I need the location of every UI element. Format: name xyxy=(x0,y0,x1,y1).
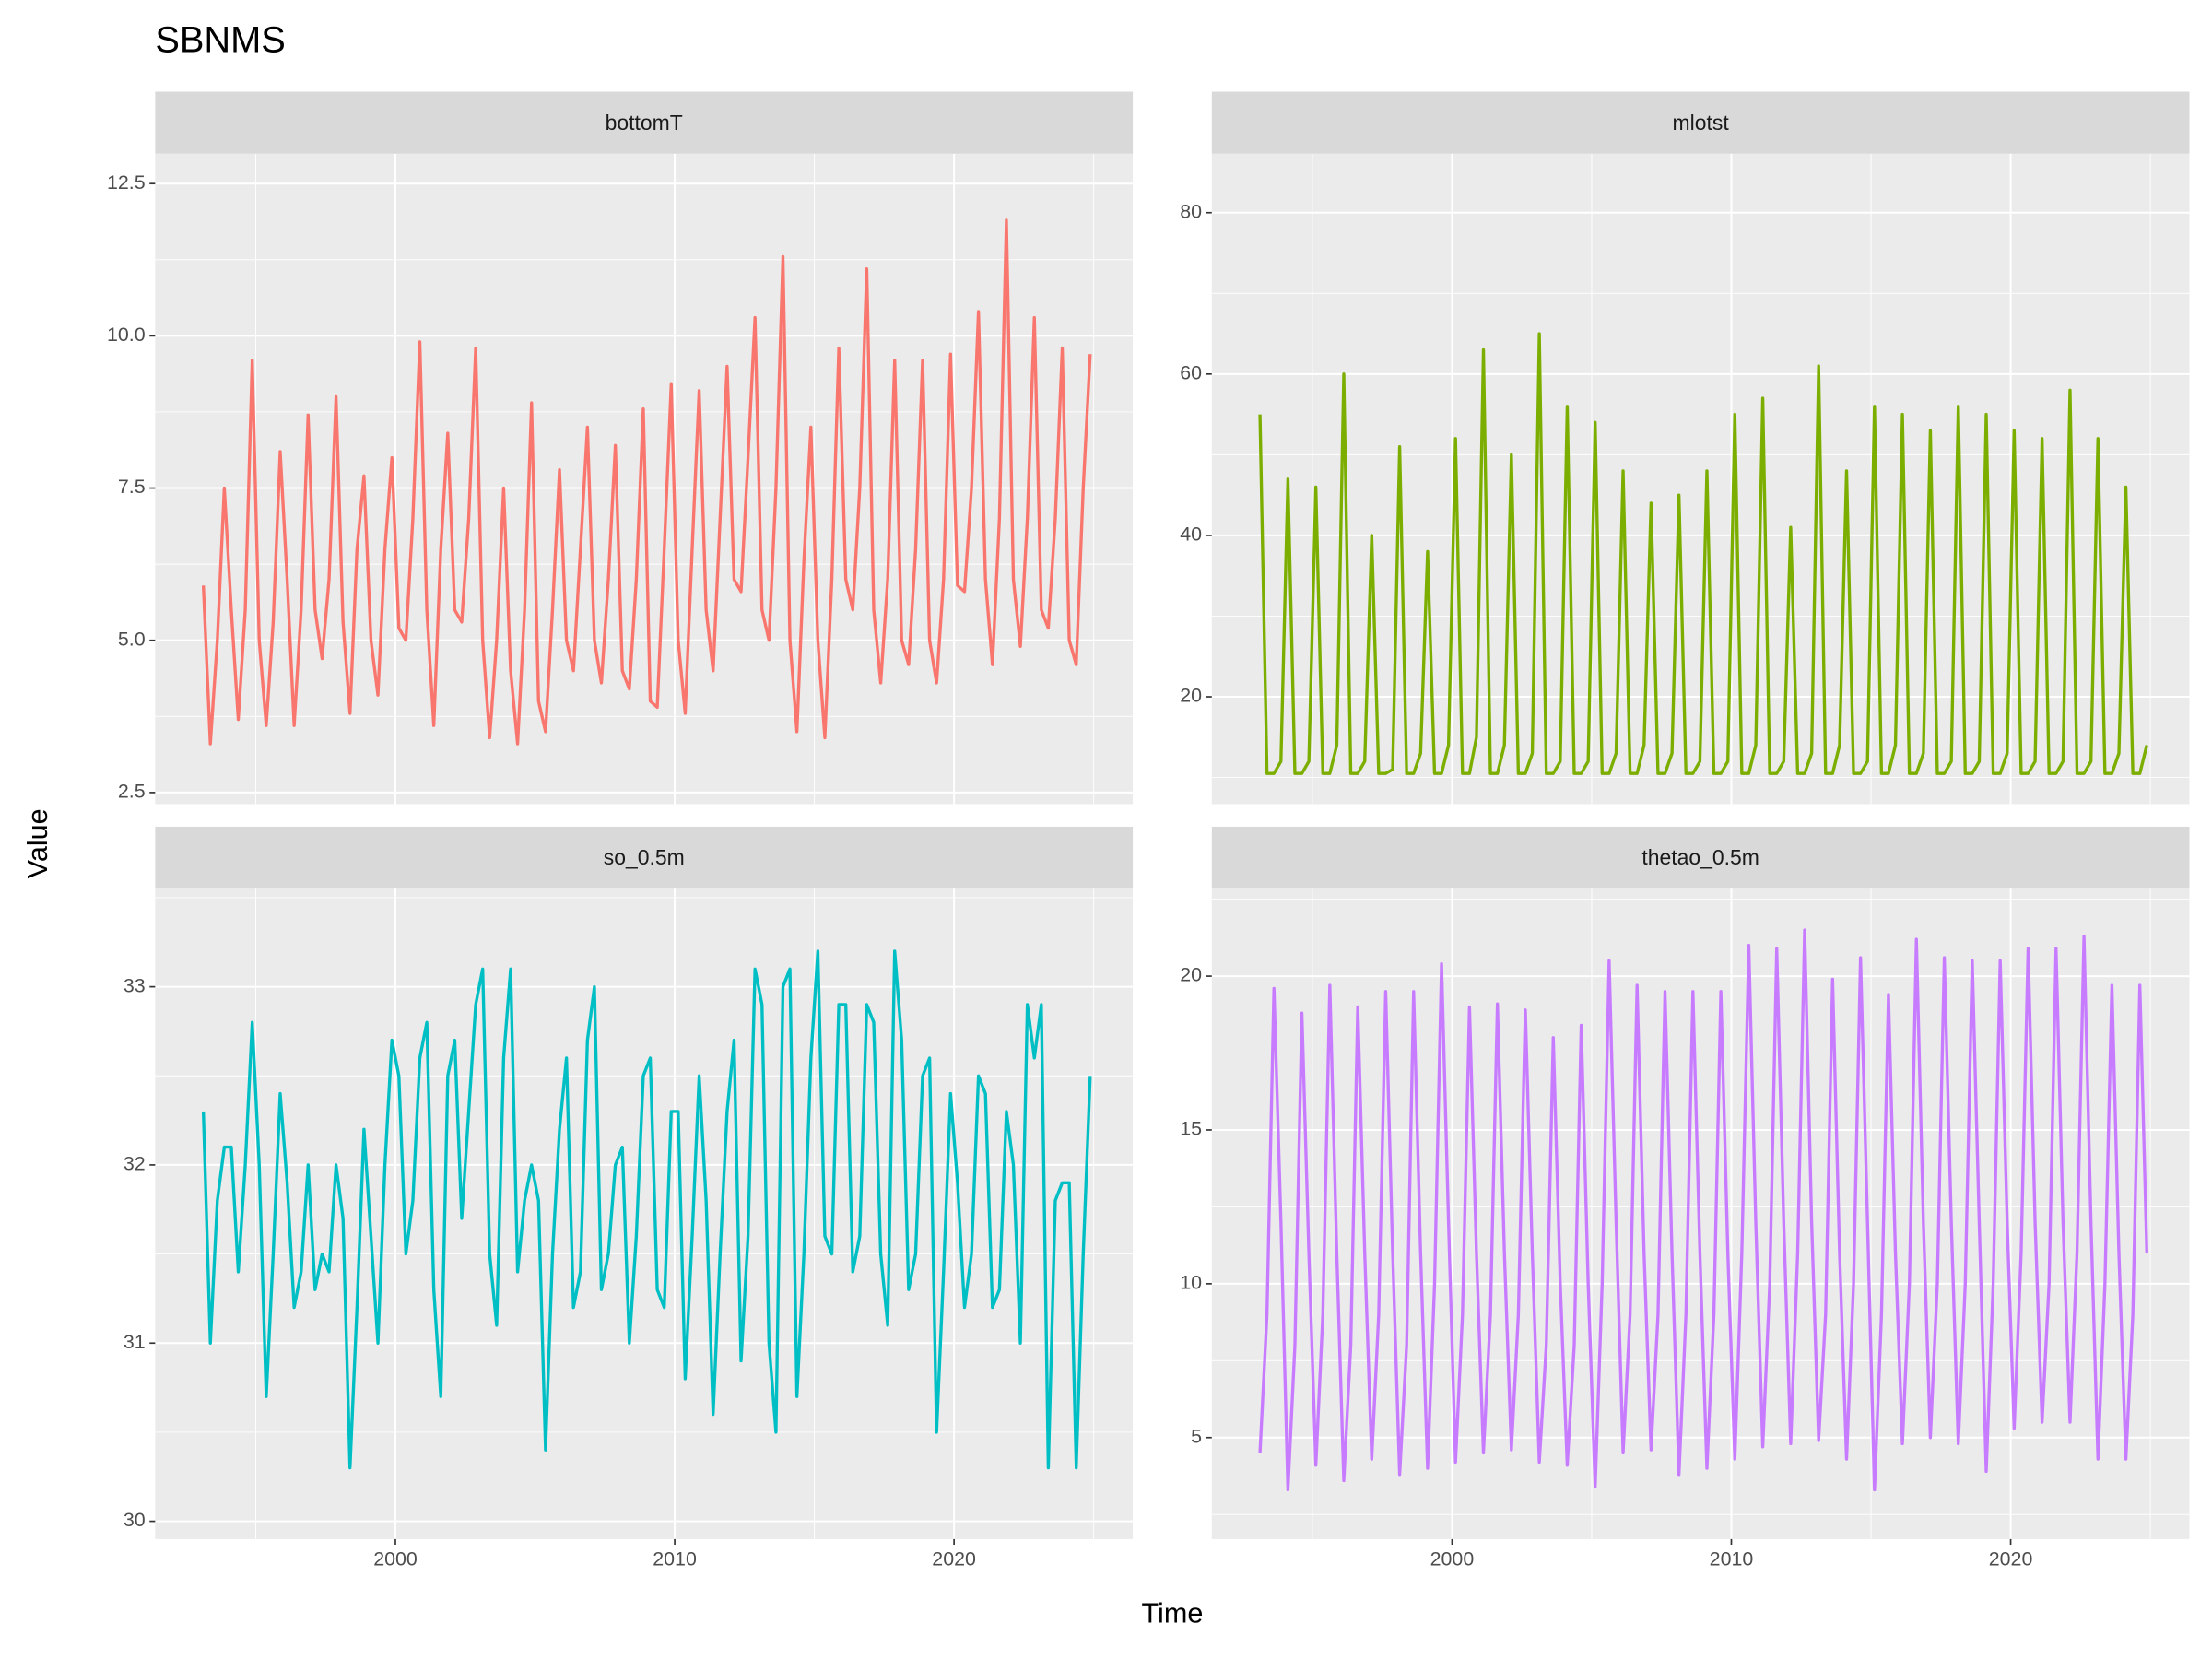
y-tick-label: 5.0 xyxy=(118,628,146,650)
strip xyxy=(155,826,1134,889)
x-tick-label: 2010 xyxy=(653,1548,697,1571)
y-tick-label: 20 xyxy=(1180,685,1202,707)
strip xyxy=(1211,826,2190,889)
facet: so_0.5m 30 31 32 33 2000 2010 2020 xyxy=(124,826,1134,1571)
x-tick-label: 2020 xyxy=(932,1548,976,1571)
y-tick-label: 7.5 xyxy=(118,476,146,498)
y-tick-label: 32 xyxy=(124,1153,146,1175)
y-tick-label: 31 xyxy=(124,1331,146,1353)
series-line xyxy=(201,218,1092,746)
strip-label: bottomT xyxy=(606,111,683,135)
x-tick-label: 2000 xyxy=(1430,1548,1475,1571)
facet: mlotst 20 40 60 80 xyxy=(1180,91,2190,805)
y-tick-label: 40 xyxy=(1180,524,1202,546)
panel xyxy=(155,888,1134,1539)
x-tick-label: 2020 xyxy=(1989,1548,2033,1571)
strip xyxy=(1211,91,2190,154)
y-tick-label: 20 xyxy=(1180,964,1202,986)
series-line xyxy=(1258,928,2148,1492)
series-line xyxy=(201,949,1092,1470)
y-axis-label: Value xyxy=(22,808,53,878)
y-tick-label: 10 xyxy=(1180,1272,1202,1294)
strip-label: thetao_0.5m xyxy=(1641,845,1759,869)
strip-label: mlotst xyxy=(1673,111,1730,135)
y-tick-label: 12.5 xyxy=(107,171,146,194)
panel xyxy=(1211,888,2190,1539)
x-axis-label: Time xyxy=(1141,1598,1203,1630)
y-tick-label: 10.0 xyxy=(107,324,146,346)
y-tick-label: 2.5 xyxy=(118,781,146,803)
strip xyxy=(155,91,1134,154)
x-tick-label: 2000 xyxy=(373,1548,418,1571)
y-tick-label: 80 xyxy=(1180,200,1202,222)
facet: thetao_0.5m 5 10 15 20 2000 2010 2020 xyxy=(1180,826,2190,1571)
y-tick-label: 60 xyxy=(1180,361,1202,383)
y-tick-label: 5 xyxy=(1191,1425,1202,1447)
y-tick-label: 30 xyxy=(124,1509,146,1531)
y-tick-label: 15 xyxy=(1180,1118,1202,1140)
y-tick-label: 33 xyxy=(124,974,146,996)
series-line xyxy=(1258,332,2148,775)
facet: bottomT 2.5 5.0 7.5 10.0 12.5 xyxy=(107,91,1134,805)
strip-label: so_0.5m xyxy=(604,845,685,869)
chart-title: SBNMS xyxy=(155,19,285,60)
x-tick-label: 2010 xyxy=(1710,1548,1754,1571)
